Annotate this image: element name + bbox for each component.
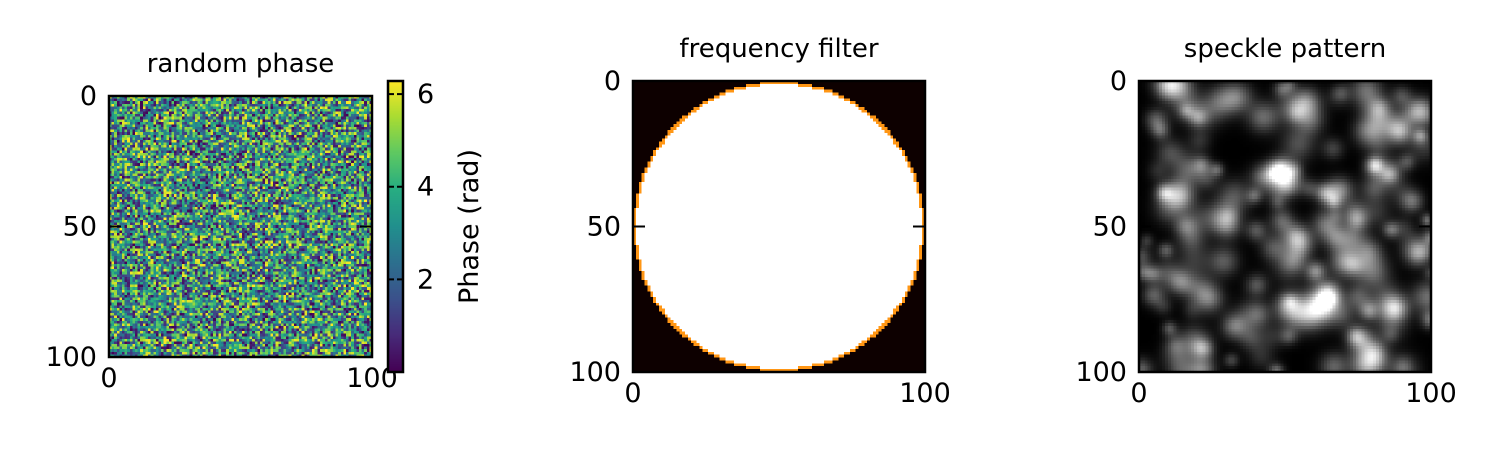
y-tick-label: 50 — [1093, 212, 1127, 243]
x-tick-label: 0 — [100, 363, 117, 394]
y-tick-label: 100 — [569, 357, 621, 388]
chart-title: random phase — [147, 49, 335, 79]
colorbar-tick-label: 6 — [417, 79, 434, 110]
x-tick-label: 0 — [1130, 378, 1147, 409]
y-tick-label: 50 — [63, 212, 97, 243]
colorbar-label: Phase (rad) — [454, 149, 485, 304]
heatmap-image — [1139, 81, 1431, 372]
colorbar-gradient — [388, 81, 403, 372]
y-tick-label: 100 — [1075, 357, 1127, 388]
y-tick-label: 50 — [587, 212, 621, 243]
heatmap-image — [633, 81, 925, 372]
x-tick-label: 100 — [1405, 378, 1457, 409]
y-tick-label: 100 — [45, 342, 97, 373]
colorbar: 2 4 6 Phase (rad) — [388, 79, 485, 372]
y-tick-label: 0 — [604, 66, 621, 97]
chart-title: frequency filter — [679, 34, 878, 64]
x-tick-label: 0 — [624, 378, 641, 409]
colorbar-tick-label: 2 — [417, 264, 434, 295]
y-tick-label: 0 — [80, 81, 97, 112]
heatmap-image — [109, 96, 372, 357]
x-tick-label: 100 — [899, 378, 951, 409]
colorbar-tick-label: 4 — [417, 172, 434, 203]
y-tick-label: 0 — [1110, 66, 1127, 97]
chart-title: speckle pattern — [1184, 34, 1386, 64]
